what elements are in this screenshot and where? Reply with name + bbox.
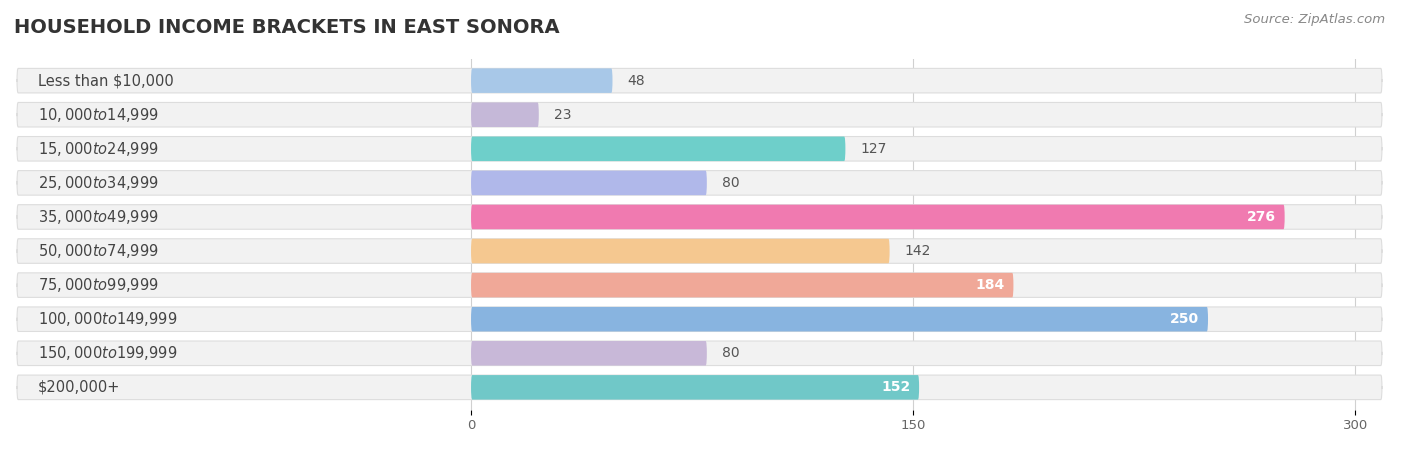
- FancyBboxPatch shape: [471, 239, 890, 263]
- FancyBboxPatch shape: [17, 205, 1382, 229]
- Text: 184: 184: [976, 278, 1005, 292]
- FancyBboxPatch shape: [17, 136, 1382, 161]
- Text: $25,000 to $34,999: $25,000 to $34,999: [38, 174, 159, 192]
- Text: $150,000 to $199,999: $150,000 to $199,999: [38, 344, 177, 362]
- Text: 127: 127: [860, 142, 887, 156]
- Text: $10,000 to $14,999: $10,000 to $14,999: [38, 106, 159, 124]
- Text: $75,000 to $99,999: $75,000 to $99,999: [38, 276, 159, 294]
- FancyBboxPatch shape: [17, 375, 1382, 400]
- FancyBboxPatch shape: [471, 273, 1014, 297]
- Text: 23: 23: [554, 108, 571, 122]
- Text: HOUSEHOLD INCOME BRACKETS IN EAST SONORA: HOUSEHOLD INCOME BRACKETS IN EAST SONORA: [14, 18, 560, 37]
- Text: 80: 80: [721, 176, 740, 190]
- Text: 48: 48: [627, 74, 645, 88]
- FancyBboxPatch shape: [17, 239, 1382, 263]
- FancyBboxPatch shape: [17, 103, 1382, 127]
- FancyBboxPatch shape: [17, 341, 1382, 365]
- FancyBboxPatch shape: [17, 307, 1382, 332]
- FancyBboxPatch shape: [17, 273, 1382, 297]
- FancyBboxPatch shape: [471, 136, 845, 161]
- Text: 276: 276: [1247, 210, 1275, 224]
- Text: $35,000 to $49,999: $35,000 to $49,999: [38, 208, 159, 226]
- FancyBboxPatch shape: [471, 375, 920, 400]
- FancyBboxPatch shape: [17, 171, 1382, 195]
- FancyBboxPatch shape: [17, 68, 1382, 93]
- Text: 152: 152: [882, 380, 910, 394]
- FancyBboxPatch shape: [471, 205, 1285, 229]
- Text: 142: 142: [904, 244, 931, 258]
- FancyBboxPatch shape: [471, 68, 613, 93]
- FancyBboxPatch shape: [471, 307, 1208, 332]
- Text: 80: 80: [721, 346, 740, 360]
- Text: $15,000 to $24,999: $15,000 to $24,999: [38, 140, 159, 158]
- Text: $100,000 to $149,999: $100,000 to $149,999: [38, 310, 177, 328]
- Text: $200,000+: $200,000+: [38, 380, 120, 395]
- FancyBboxPatch shape: [471, 103, 538, 127]
- Text: $50,000 to $74,999: $50,000 to $74,999: [38, 242, 159, 260]
- Text: 250: 250: [1170, 312, 1199, 326]
- FancyBboxPatch shape: [471, 341, 707, 365]
- FancyBboxPatch shape: [471, 171, 707, 195]
- Text: Less than $10,000: Less than $10,000: [38, 73, 173, 88]
- Text: Source: ZipAtlas.com: Source: ZipAtlas.com: [1244, 14, 1385, 27]
